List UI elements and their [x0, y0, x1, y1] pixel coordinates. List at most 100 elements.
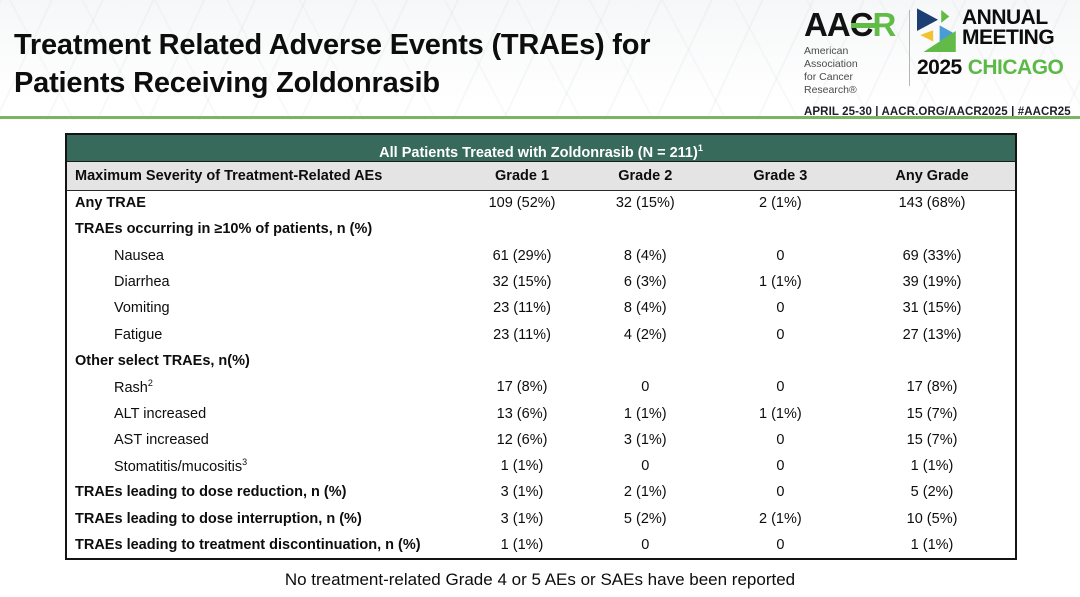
row-value: 0	[776, 247, 785, 264]
row-value: 3 (1%)	[500, 510, 544, 527]
row-value: 1 (1%)	[500, 537, 544, 553]
table-row: Diarrhea 32 (15%) 6 (3%) 1 (1%) 39 (19%)	[67, 269, 1015, 295]
table-row: Rash2 17 (8%) 0 0 17 (8%)	[67, 374, 1015, 400]
table-row: ALT increased 13 (6%) 1 (1%) 1 (1%) 15 (7%)	[67, 400, 1015, 426]
page-title: Treatment Related Adverse Events (TRAEs)…	[14, 26, 651, 103]
aacr-logo-top: AACR American Association for Cancer Res…	[804, 6, 1076, 98]
annual-meeting-mark-icon	[917, 8, 956, 52]
table-row: TRAEs occurring in ≥10% of patients, n (…	[67, 216, 1015, 242]
row-value: 0	[776, 300, 785, 317]
row-value: 17 (8%)	[496, 379, 548, 396]
column-header-label: Maximum Severity of Treatment-Related AE…	[75, 167, 383, 184]
row-label: TRAEs occurring in ≥10% of patients, n (…	[75, 221, 373, 238]
row-label: Stomatitis/mucositis3	[114, 457, 248, 476]
table-row: Fatigue 23 (11%) 4 (2%) 0 27 (13%)	[67, 321, 1015, 347]
row-value: 27 (13%)	[902, 326, 962, 343]
row-label: Vomiting	[114, 300, 170, 317]
aacr-logo-bar	[851, 23, 878, 28]
trae-table: All Patients Treated with Zoldonrasib (N…	[65, 133, 1017, 561]
row-value: 23 (11%)	[493, 326, 551, 343]
row-value: 109 (52%)	[488, 195, 556, 212]
annual-meeting-logo: ANNUAL MEETING 2025 CHICAGO	[917, 6, 1076, 80]
row-value: 2 (1%)	[623, 484, 667, 501]
row-value: 5 (2%)	[910, 484, 954, 501]
row-value: 23 (11%)	[493, 300, 551, 317]
row-label: Any TRAE	[75, 195, 146, 212]
row-value: 1 (1%)	[623, 405, 667, 422]
row-value: 1 (1%)	[758, 405, 802, 422]
table-row: Other select TRAEs, n(%)	[67, 348, 1015, 374]
row-value: 0	[641, 537, 650, 553]
row-label: TRAEs leading to treatment discontinuati…	[75, 537, 421, 553]
row-value: 61 (29%)	[492, 247, 552, 264]
row-value: 1 (1%)	[910, 458, 954, 475]
meeting-year-city: 2025 CHICAGO	[917, 56, 1076, 80]
row-value: 32 (15%)	[615, 195, 675, 212]
row-value	[849, 216, 1015, 242]
row-value	[849, 348, 1015, 374]
row-value: 6 (3%)	[623, 274, 667, 291]
row-value: 0	[776, 379, 785, 396]
row-label: AST increased	[114, 431, 209, 448]
row-label: Other select TRAEs, n(%)	[75, 352, 250, 369]
meeting-details: APRIL 25-30 | AACR.ORG/AACR2025 | #AACR2…	[804, 105, 1071, 118]
row-value: 143 (68%)	[898, 195, 966, 212]
meeting-word-meeting: MEETING	[962, 25, 1055, 49]
row-value: 2 (1%)	[758, 195, 802, 212]
row-value	[712, 216, 849, 242]
table-row: Vomiting 23 (11%) 8 (4%) 0 31 (15%)	[67, 295, 1015, 321]
row-value	[465, 216, 579, 242]
aacr-tagline: American Association for Cancer Research…	[804, 45, 904, 98]
row-value: 2 (1%)	[758, 510, 802, 527]
row-value: 32 (15%)	[492, 274, 552, 291]
row-value: 1 (1%)	[758, 274, 802, 291]
row-value: 0	[776, 326, 785, 343]
column-header-grade3: Grade 3	[753, 167, 808, 184]
title-divider-rule	[0, 116, 1080, 119]
aacr-org-logo: AACR American Association for Cancer Res…	[804, 8, 904, 98]
column-header-grade1: Grade 1	[495, 167, 550, 184]
table-row: TRAEs leading to treatment discontinuati…	[67, 532, 1015, 558]
row-value: 15 (7%)	[906, 405, 958, 422]
annual-meeting-row: ANNUAL MEETING	[917, 6, 1076, 54]
meeting-word-annual: ANNUAL	[962, 6, 1048, 29]
row-label: Diarrhea	[114, 274, 170, 291]
aacr-wordmark: AACR	[804, 8, 904, 41]
annual-meeting-wordmark: ANNUAL MEETING	[962, 6, 1055, 49]
row-label: Rash2	[114, 378, 153, 397]
table-row: TRAEs leading to dose reduction, n (%) 3 …	[67, 479, 1015, 505]
column-header-grade2: Grade 2	[618, 167, 673, 184]
row-value: 0	[776, 537, 785, 553]
row-value: 10 (5%)	[906, 510, 958, 527]
logo-divider	[909, 10, 910, 86]
row-value: 1 (1%)	[500, 458, 544, 475]
column-header-anygrade: Any Grade	[895, 167, 969, 184]
row-value: 3 (1%)	[623, 431, 667, 448]
row-value: 4 (2%)	[623, 326, 667, 343]
row-value: 12 (6%)	[496, 431, 548, 448]
row-label: Fatigue	[114, 326, 163, 343]
row-label: Nausea	[114, 247, 164, 264]
table-title-footnote-marker: 1	[697, 143, 703, 153]
row-value: 69 (33%)	[902, 247, 962, 264]
table-row: TRAEs leading to dose interruption, n (%…	[67, 506, 1015, 532]
row-value: 0	[641, 458, 650, 475]
row-label: TRAEs leading to dose interruption, n (%…	[75, 510, 362, 527]
meeting-city: CHICAGO	[967, 56, 1064, 79]
row-value: 0	[776, 484, 785, 501]
table-row: AST increased 12 (6%) 3 (1%) 0 15 (7%)	[67, 427, 1015, 453]
footnote-marker: 3	[242, 457, 248, 468]
background-pattern	[0, 0, 1080, 120]
table-row: Stomatitis/mucositis3 1 (1%) 0 0 1 (1%)	[67, 453, 1015, 479]
footer-note: No treatment-related Grade 4 or 5 AEs or…	[284, 570, 796, 589]
row-value: 31 (15%)	[902, 300, 962, 317]
meeting-year: 2025	[917, 56, 962, 79]
row-value: 0	[776, 458, 785, 475]
table-title-band: All Patients Treated with Zoldonrasib (N…	[67, 135, 1015, 162]
aacr-tagline-line-1: American Association	[804, 45, 858, 71]
aacr-letter-green: R	[872, 6, 897, 43]
table-row: Nausea 61 (29%) 8 (4%) 0 69 (33%)	[67, 243, 1015, 269]
footnote-marker: 2	[147, 378, 153, 389]
row-value: 0	[641, 379, 650, 396]
